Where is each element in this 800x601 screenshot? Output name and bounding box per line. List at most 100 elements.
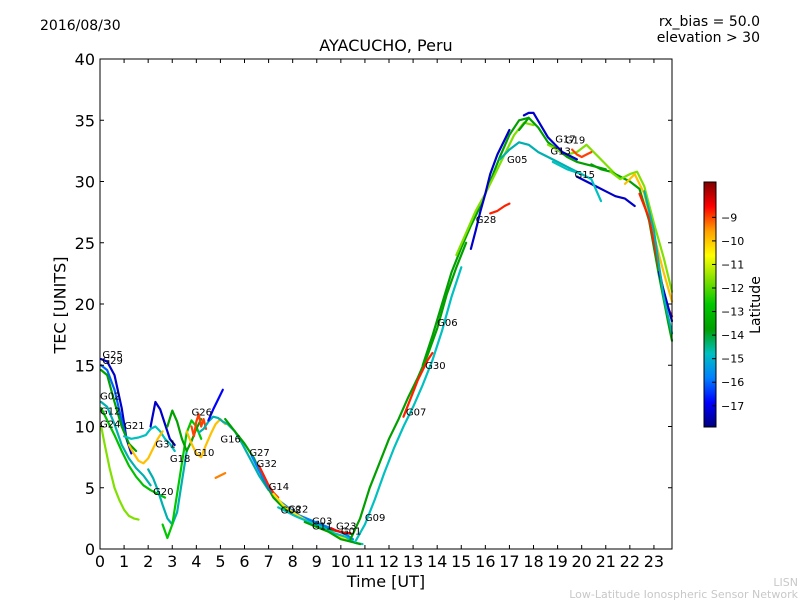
series-line-g01: [303, 520, 362, 546]
series-label-g29: G29: [102, 356, 122, 367]
series-label-g14: G14: [269, 482, 289, 493]
series-label-g02: G02: [100, 392, 120, 403]
series-label-g13: G13: [550, 147, 570, 158]
series-label-g12: G12: [100, 406, 120, 417]
series-line-g15b: [551, 160, 603, 203]
chart-title: AYACUCHO, Peru: [319, 36, 453, 55]
series-label-g01: G01: [341, 526, 361, 537]
x-axis: 0 1 2 3 4 5 6 7 8 9 10 11 12 13 14 15 16 17 18 19 20 21 22 23: [95, 59, 664, 571]
y-tick-label: 15: [75, 356, 95, 375]
x-tick-label: 5: [215, 552, 225, 571]
series-label-g24: G24: [100, 420, 120, 431]
series-label-g21: G21: [124, 421, 144, 432]
series-label-g17: G17: [555, 134, 575, 145]
x-tick-label: 13: [403, 552, 423, 571]
y-axis: 0 5 10 15 20 25 30 35 40: [75, 50, 672, 559]
x-tick-label: 8: [288, 552, 298, 571]
colorbar: [703, 181, 717, 428]
x-tick-label: 14: [427, 552, 447, 571]
series-line-g28b: [489, 202, 511, 215]
colorbar-tick-label: −13: [721, 306, 744, 319]
series-line-g31b: [214, 472, 227, 479]
y-tick-label: 20: [75, 295, 95, 314]
credit-line-1: LISN: [773, 576, 798, 589]
date-label: 2016/08/30: [40, 18, 121, 34]
series-line-g12: [100, 407, 167, 499]
x-tick-label: 20: [572, 552, 592, 571]
series-label-g18: G18: [170, 454, 190, 465]
credit-line-2: Low-Latitude Ionospheric Sensor Network: [569, 588, 798, 601]
x-tick-label: 15: [451, 552, 471, 571]
series-line-g13c: [522, 111, 579, 161]
series-label-g11: G11: [312, 521, 332, 532]
series-line-g24: [100, 425, 140, 521]
series-label-g15: G15: [574, 170, 594, 181]
y-tick-label: 10: [75, 418, 95, 437]
x-tick-label: 2: [143, 552, 153, 571]
series-line-g23: [330, 527, 352, 535]
series-line-g03: [277, 506, 364, 546]
x-tick-label: 3: [167, 552, 177, 571]
colorbar-tick-label: −9: [721, 211, 737, 224]
colorbar-ticks: −9 −10 −11 −12 −13 −14 −15 −16 −17: [712, 211, 744, 413]
elevation-label: elevation > 30: [656, 30, 760, 46]
y-tick-label: 30: [75, 173, 95, 192]
series-label-g26: G26: [192, 407, 212, 418]
series-line-g16b: [197, 415, 270, 492]
series-line-g26: [190, 413, 208, 438]
rx-bias-label: rx_bias = 50.0: [658, 14, 760, 30]
series-line-g17: [546, 143, 617, 176]
series-label-g16: G16: [220, 434, 240, 445]
series-line-g02: [100, 400, 152, 487]
colorbar-tick-label: −16: [721, 376, 744, 389]
plot-frame: [99, 58, 673, 550]
x-tick-label: 4: [191, 552, 201, 571]
colorbar-tick-label: −15: [721, 353, 744, 366]
series-label-g07: G07: [406, 407, 426, 418]
series-label-g28: G28: [476, 215, 496, 226]
x-tick-label: 19: [547, 552, 567, 571]
x-tick-label: 0: [95, 552, 105, 571]
series-line-g05b: [469, 128, 511, 250]
colorbar-tick-label: −14: [721, 329, 744, 342]
series-label-g31: G31: [155, 439, 175, 450]
series-line-gtail4: [638, 192, 674, 318]
series-line-g19: [570, 148, 593, 159]
series-label-g19: G19: [565, 136, 585, 147]
colorbar-tick-label: −10: [721, 235, 744, 248]
y-tick-label: 5: [85, 479, 95, 498]
x-tick-label: 11: [355, 552, 375, 571]
x-tick-label: 17: [499, 552, 519, 571]
series-line-gtail6: [643, 190, 674, 335]
series-label-g25: G25: [102, 350, 122, 361]
y-tick-label: 0: [85, 540, 95, 559]
series-line-g10: [185, 418, 227, 459]
colorbar-tick-label: −11: [721, 258, 744, 271]
x-tick-label: 18: [523, 552, 543, 571]
series-layer: [100, 111, 674, 546]
series-label-g03: G03: [312, 517, 332, 528]
series-label-g27: G27: [249, 448, 269, 459]
series-line-g31: [127, 430, 164, 465]
series-line-g20: [147, 449, 188, 526]
series-line-gtail3: [623, 173, 674, 303]
colorbar-tick-label: −17: [721, 400, 744, 413]
series-label-g05: G05: [507, 155, 527, 166]
series-line-g29: [100, 364, 128, 440]
series-label-g10: G10: [194, 448, 214, 459]
series-line-g16: [149, 400, 176, 446]
series-label-g08: G08: [281, 505, 301, 516]
y-tick-label: 25: [75, 234, 95, 253]
x-tick-label: 12: [379, 552, 399, 571]
x-tick-label: 7: [263, 552, 273, 571]
x-tick-label: 1: [119, 552, 129, 571]
series-label-g20: G20: [153, 487, 173, 498]
series-line-g21: [122, 425, 176, 453]
series-line-g06: [421, 116, 530, 367]
series-line-g27: [224, 418, 354, 536]
x-tick-label: 23: [644, 552, 664, 571]
x-tick-label: 22: [620, 552, 640, 571]
series-label-g22: G22: [288, 504, 308, 515]
